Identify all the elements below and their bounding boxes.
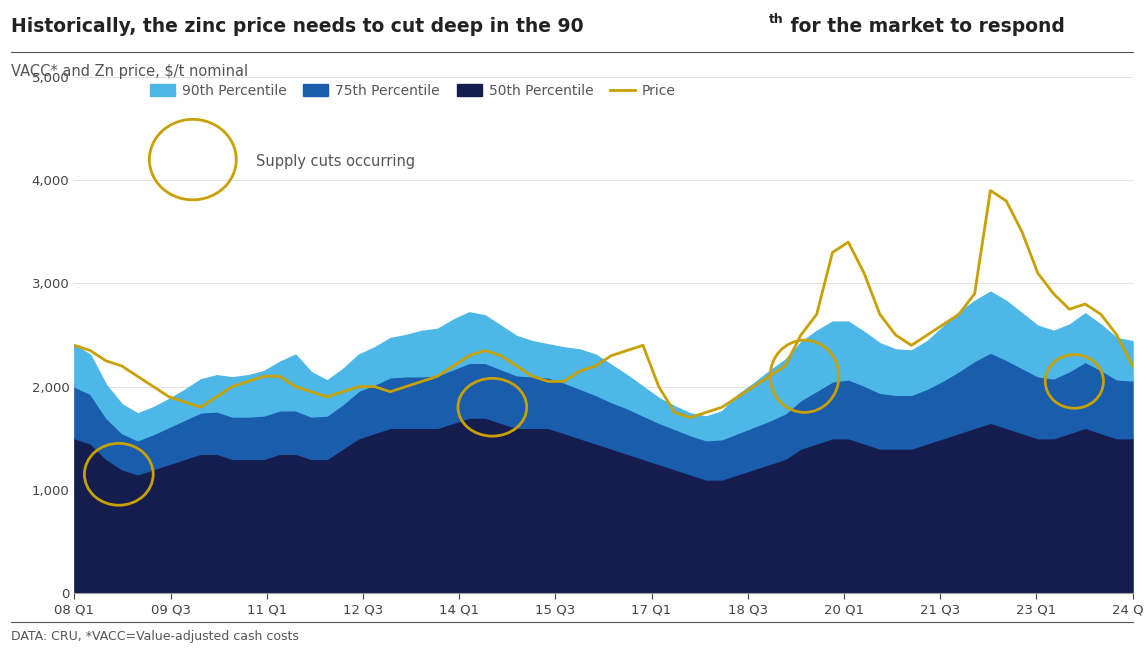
Legend: 90th Percentile, 75th Percentile, 50th Percentile, Price: 90th Percentile, 75th Percentile, 50th P… [150, 84, 676, 98]
Text: DATA: CRU, *VACC=Value-adjusted cash costs: DATA: CRU, *VACC=Value-adjusted cash cos… [11, 630, 300, 643]
Text: for the market to respond: for the market to respond [784, 17, 1065, 36]
Text: th: th [769, 13, 784, 26]
Text: Supply cuts occurring: Supply cuts occurring [256, 154, 415, 169]
Text: VACC* and Zn price, $/t nominal: VACC* and Zn price, $/t nominal [11, 64, 248, 78]
Text: Historically, the zinc price needs to cut deep in the 90: Historically, the zinc price needs to cu… [11, 17, 585, 36]
